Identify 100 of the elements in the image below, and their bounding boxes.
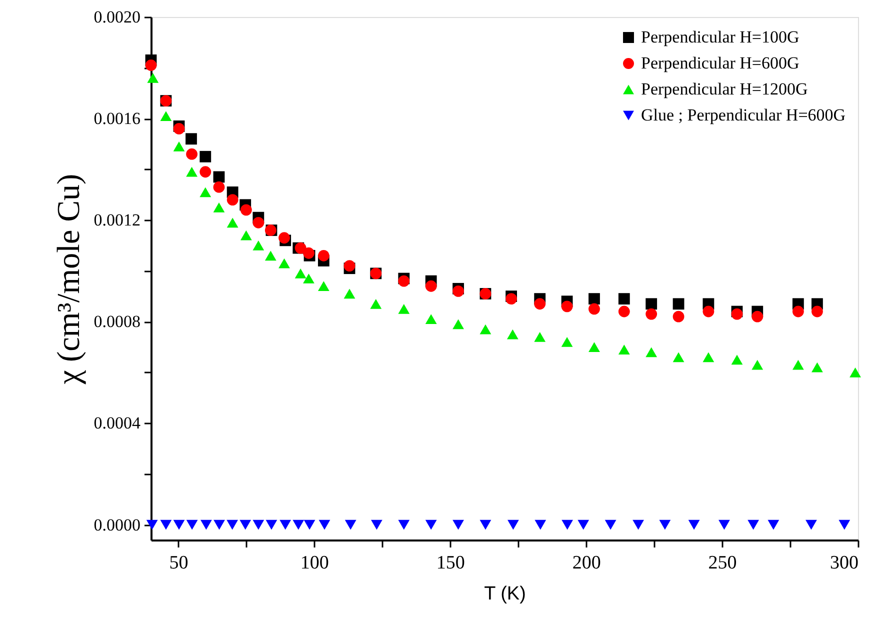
- point: [452, 319, 464, 330]
- point: [578, 520, 590, 530]
- point: [226, 194, 238, 206]
- point: [252, 520, 264, 530]
- point: [425, 520, 437, 530]
- legend-label: Glue ; Perpendicular H=600G: [641, 106, 846, 124]
- point: [688, 520, 700, 530]
- point: [252, 216, 264, 228]
- point: [748, 520, 760, 530]
- x-tick-label: 50: [169, 552, 188, 574]
- point: [752, 360, 764, 370]
- point: [186, 133, 197, 145]
- point: [672, 298, 684, 310]
- point: [731, 308, 743, 320]
- legend-label: Perpendicular H=1200G: [641, 80, 808, 98]
- point: [318, 520, 330, 530]
- point: [718, 520, 730, 530]
- point: [318, 250, 330, 262]
- x-axis-title: T (K): [484, 584, 526, 604]
- point: [398, 304, 410, 314]
- point: [452, 520, 464, 530]
- point: [618, 293, 630, 305]
- point: [173, 142, 185, 152]
- point: [200, 520, 212, 530]
- point: [618, 306, 630, 318]
- point: [240, 204, 252, 216]
- point: [659, 520, 671, 530]
- point: [534, 520, 546, 530]
- point: [702, 352, 714, 362]
- point: [506, 329, 518, 340]
- point: [318, 281, 330, 292]
- point: [213, 202, 225, 212]
- point: [213, 181, 225, 193]
- point: [618, 344, 630, 355]
- point: [147, 72, 159, 83]
- point: [226, 218, 238, 228]
- point: [604, 520, 616, 530]
- point: [588, 342, 600, 352]
- point: [632, 520, 644, 530]
- point: [588, 293, 600, 305]
- point: [752, 310, 764, 322]
- point: [278, 232, 290, 244]
- point: [562, 520, 574, 530]
- point: [792, 306, 804, 318]
- point: [646, 298, 658, 310]
- point: [561, 300, 573, 312]
- point: [506, 293, 517, 304]
- point: [214, 520, 225, 530]
- y-tick-label: 0.0008: [94, 312, 140, 332]
- point: [672, 310, 684, 322]
- point: [280, 520, 292, 530]
- legend-label: Perpendicular H=100G: [641, 28, 800, 46]
- y-tick-label: 0.0000: [94, 515, 140, 534]
- point: [702, 306, 714, 318]
- point: [508, 520, 519, 530]
- point: [160, 520, 172, 530]
- point: [806, 520, 817, 530]
- point: [398, 275, 410, 287]
- point: [200, 166, 212, 178]
- point: [186, 148, 198, 160]
- point: [344, 260, 356, 272]
- y-tick-label: 0.0004: [94, 414, 141, 433]
- point: [278, 258, 290, 268]
- point: [812, 362, 823, 372]
- point: [792, 360, 804, 370]
- point: [370, 520, 382, 530]
- point: [294, 268, 306, 278]
- point: [425, 314, 437, 324]
- point: [226, 520, 238, 530]
- legend-label: Perpendicular H=600G: [641, 54, 800, 72]
- point: [344, 520, 356, 530]
- point: [850, 368, 861, 378]
- point: [561, 337, 573, 347]
- x-tick-label: 150: [436, 552, 465, 574]
- point: [240, 520, 252, 530]
- point: [534, 298, 546, 310]
- y-tick-label: 0.0016: [94, 109, 140, 128]
- point: [370, 298, 382, 309]
- point: [534, 332, 546, 342]
- point: [240, 230, 252, 240]
- point: [173, 520, 185, 530]
- y-tick-label: 0.0012: [94, 210, 140, 230]
- point: [425, 280, 437, 292]
- point: [304, 520, 316, 530]
- point: [266, 520, 278, 530]
- point: [672, 352, 684, 362]
- point: [452, 286, 464, 297]
- point: [264, 250, 276, 261]
- point: [200, 187, 212, 198]
- point: [146, 520, 158, 530]
- point: [303, 247, 314, 259]
- point: [213, 171, 225, 183]
- point: [292, 520, 304, 530]
- point: [398, 520, 410, 530]
- x-tick-label: 300: [830, 552, 858, 574]
- point: [344, 288, 356, 299]
- point: [200, 150, 212, 162]
- point: [838, 520, 850, 530]
- x-tick-label: 200: [572, 552, 601, 574]
- point: [646, 308, 658, 320]
